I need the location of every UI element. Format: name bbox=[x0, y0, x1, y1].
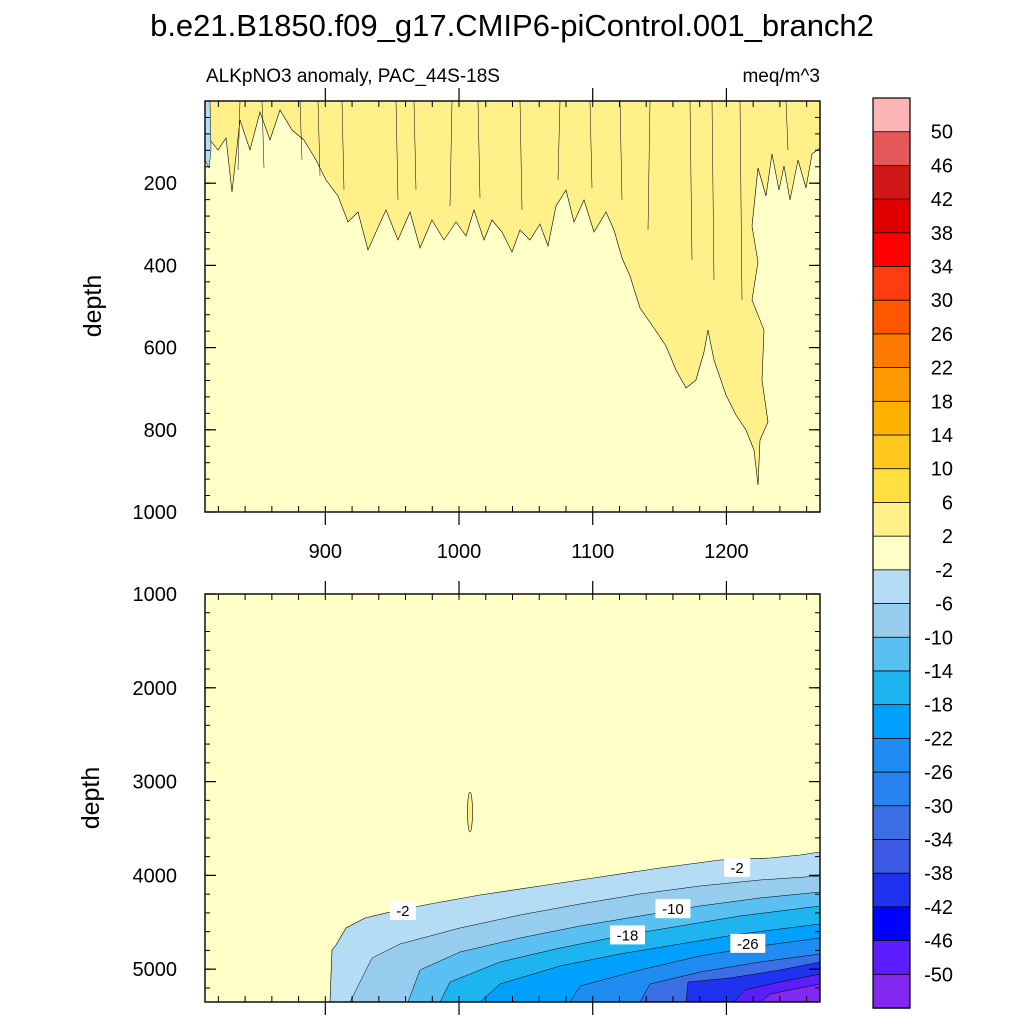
colorbar-box bbox=[872, 872, 911, 908]
colorbar-box bbox=[872, 400, 911, 436]
colorbar-box bbox=[872, 97, 911, 133]
lower-panel: -2 -2 -10 -18 -26 1000 2000 3000 4000 5000 depth bbox=[77, 581, 821, 1015]
colorbar-label: 10 bbox=[931, 459, 953, 481]
x-tick-label: 1000 bbox=[437, 541, 482, 563]
contour-label-box bbox=[724, 857, 751, 877]
colorbar-box bbox=[872, 333, 911, 369]
colorbar-label: 6 bbox=[942, 492, 953, 514]
colorbar-box bbox=[872, 603, 911, 638]
contour-label: -18 bbox=[617, 927, 639, 944]
contour-label-box bbox=[655, 899, 691, 919]
colorbar-label: -50 bbox=[924, 964, 953, 986]
colorbar-label: 38 bbox=[931, 223, 953, 245]
colorbar-box bbox=[872, 704, 911, 740]
y-tick-label: 800 bbox=[144, 420, 177, 442]
lower-contour-labels: -2 -2 -10 -18 -26 bbox=[389, 857, 766, 953]
upper-axis: 200 400 600 800 1000 900 1000 1100 1200 bbox=[133, 88, 820, 563]
contour-label: -26 bbox=[737, 936, 759, 953]
x-tick-label: 1200 bbox=[704, 541, 749, 563]
colorbar-box bbox=[872, 266, 911, 301]
upper-contour-2-6-fill bbox=[205, 101, 820, 486]
colorbar-box bbox=[872, 468, 911, 504]
colorbar-box bbox=[872, 569, 911, 605]
colorbar-box bbox=[872, 165, 911, 200]
colorbar-label: -22 bbox=[924, 728, 953, 750]
lower-small-anomaly bbox=[467, 791, 473, 833]
contour-label-box bbox=[389, 901, 416, 921]
colorbar-label: -34 bbox=[924, 829, 953, 851]
right-string: meq/m^3 bbox=[742, 66, 820, 87]
colorbar-label: 26 bbox=[931, 324, 953, 346]
lower-band-m50 bbox=[759, 983, 820, 1002]
y-tick-label: 400 bbox=[144, 255, 177, 277]
y-tick-label: 4000 bbox=[133, 865, 178, 887]
colorbar-box bbox=[872, 670, 911, 706]
lower-ylabel: depth bbox=[77, 767, 105, 830]
upper-ylabel: depth bbox=[79, 275, 107, 338]
lower-axis: 1000 2000 3000 4000 5000 bbox=[133, 581, 820, 1015]
colorbar-label: 46 bbox=[931, 155, 953, 177]
colorbar-label: 50 bbox=[931, 122, 953, 144]
colorbar-box bbox=[872, 906, 911, 942]
colorbar-box bbox=[872, 299, 911, 335]
chart-title: b.e21.B1850.f09_g17.CMIP6-piControl.001_… bbox=[150, 8, 874, 43]
colorbar-box bbox=[872, 502, 911, 537]
colorbar-label: 2 bbox=[942, 526, 953, 548]
contour-label: -10 bbox=[662, 901, 684, 918]
contour-label: -2 bbox=[730, 860, 743, 877]
colorbar-box bbox=[872, 434, 911, 470]
colorbar-label: -46 bbox=[924, 931, 953, 953]
colorbar-label: -6 bbox=[935, 594, 953, 616]
contour-label-box bbox=[609, 925, 645, 945]
upper-blue-sliver bbox=[205, 101, 212, 169]
colorbar-box bbox=[872, 131, 911, 167]
x-tick-label: 900 bbox=[309, 541, 342, 563]
upper-panel: 200 400 600 800 1000 900 1000 1100 1200 depth bbox=[79, 88, 821, 563]
y-tick-label: 1000 bbox=[133, 584, 178, 606]
colorbar-box bbox=[872, 839, 911, 874]
colorbar-label: -38 bbox=[924, 863, 953, 885]
colorbar-label: -26 bbox=[924, 762, 953, 784]
colorbar-label: -18 bbox=[924, 695, 953, 717]
colorbar-label: 18 bbox=[931, 391, 953, 413]
colorbar-box bbox=[872, 940, 911, 975]
colorbar-box bbox=[872, 805, 911, 841]
contour-label: -2 bbox=[396, 903, 409, 920]
colorbar-box bbox=[872, 198, 911, 234]
upper-striation-1 bbox=[237, 101, 789, 301]
colorbar-box bbox=[872, 737, 911, 773]
colorbar-box bbox=[872, 232, 911, 268]
colorbar-box bbox=[872, 535, 911, 571]
colorbar-label: 30 bbox=[931, 290, 953, 312]
y-tick-label: 5000 bbox=[133, 959, 178, 981]
colorbar-label: -14 bbox=[924, 661, 953, 683]
colorbar-label: 34 bbox=[931, 257, 953, 279]
left-string: ALKpNO3 anomaly, PAC_44S-18S bbox=[206, 66, 500, 87]
contour-label-box bbox=[730, 933, 766, 953]
y-tick-label: 1000 bbox=[133, 502, 178, 524]
y-tick-label: 600 bbox=[144, 338, 177, 360]
colorbar-label: 14 bbox=[931, 425, 953, 447]
colorbar-label: -2 bbox=[935, 560, 953, 582]
colorbar-box bbox=[872, 973, 911, 1009]
colorbar-box bbox=[872, 771, 911, 807]
y-tick-label: 2000 bbox=[133, 678, 178, 700]
colorbar-label: -30 bbox=[924, 796, 953, 818]
colorbar-box bbox=[872, 636, 911, 672]
colorbar-label: -10 bbox=[924, 627, 953, 649]
y-tick-label: 3000 bbox=[133, 772, 178, 794]
colorbar-label: 42 bbox=[931, 189, 953, 211]
colorbar-box bbox=[872, 367, 911, 403]
x-tick-label: 1100 bbox=[571, 541, 614, 563]
y-tick-label: 200 bbox=[144, 173, 177, 195]
colorbar-label: -42 bbox=[924, 897, 953, 919]
colorbar-label: 22 bbox=[931, 358, 953, 380]
colorbar: 50 46 42 38 34 30 26 22 18 14 10 6 2 -2 -6 -10 -14 -18 -22… bbox=[872, 97, 953, 1009]
colorbar-frame bbox=[872, 97, 911, 1009]
